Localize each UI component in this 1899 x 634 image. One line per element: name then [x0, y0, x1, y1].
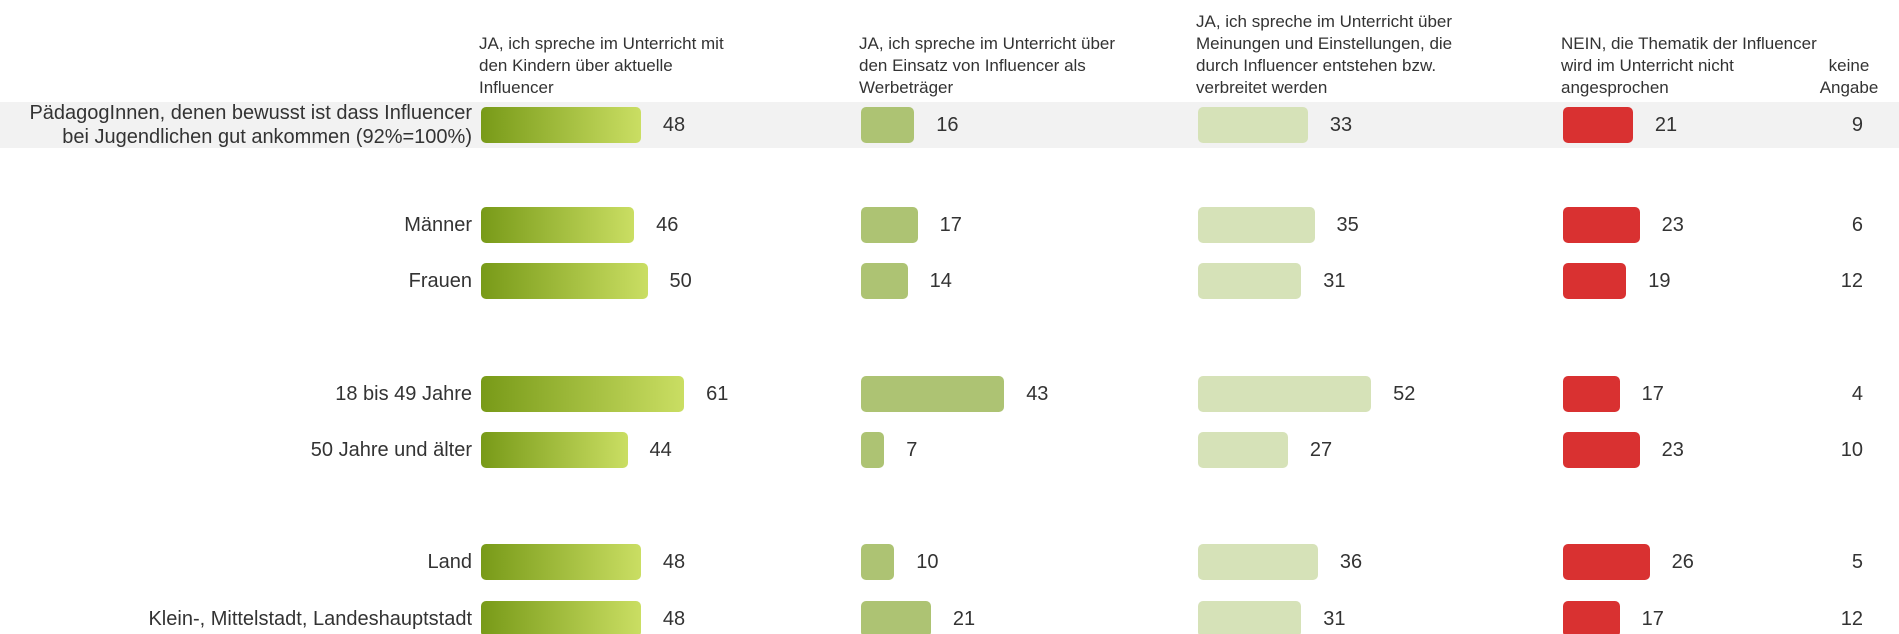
row-label: Männer	[404, 214, 472, 236]
value-label: 50	[669, 270, 692, 292]
value-label: 48	[662, 608, 686, 630]
bar	[861, 107, 915, 143]
column-header: JA, ich spreche im Unterricht über den E…	[859, 34, 1116, 97]
bar	[861, 376, 1005, 412]
bar	[861, 432, 885, 468]
bar	[481, 432, 628, 468]
value-label: 35	[1336, 214, 1359, 236]
value-label: 48	[662, 551, 686, 573]
value-label: 17	[1641, 383, 1664, 405]
value-label: 36	[1339, 551, 1363, 573]
column-header: NEIN, die Thematik der Influencer wird i…	[1561, 34, 1817, 97]
value-label: 10	[916, 551, 939, 573]
value-label: 12	[1840, 608, 1863, 630]
value-label: 12	[1840, 270, 1863, 292]
value-label: 27	[1309, 439, 1333, 461]
bar	[861, 601, 931, 634]
bar	[1563, 376, 1620, 412]
value-label: 31	[1323, 608, 1346, 630]
value-label: 7	[906, 439, 918, 461]
value-label: 44	[649, 439, 672, 461]
bar	[861, 544, 895, 580]
value-label: 16	[936, 114, 959, 136]
bar	[1563, 601, 1620, 634]
value-label: 19	[1648, 270, 1671, 292]
row-label: 18 bis 49 Jahre	[335, 383, 472, 405]
bar	[1198, 263, 1302, 299]
value-label: 23	[1661, 214, 1684, 236]
bar	[481, 263, 648, 299]
value-label: 21	[1654, 114, 1678, 136]
bar	[1198, 376, 1372, 412]
row-label: Land	[427, 551, 473, 573]
bar	[1563, 263, 1627, 299]
value-label: 5	[1851, 551, 1863, 573]
row-label: PädagogInnen, denen bewusst ist dass Inf…	[29, 102, 472, 148]
bar	[481, 207, 635, 243]
value-label: 17	[1641, 608, 1664, 630]
value-label: 61	[706, 383, 729, 405]
bar	[1198, 544, 1318, 580]
bar	[1563, 544, 1650, 580]
value-label: 23	[1661, 439, 1684, 461]
bar	[481, 601, 641, 634]
column-header: JA, ich spreche im Unterricht über Meinu…	[1196, 12, 1453, 97]
value-label: 26	[1671, 551, 1694, 573]
bar	[1563, 207, 1640, 243]
bar	[1198, 432, 1288, 468]
value-label: 21	[952, 608, 976, 630]
row-label: Frauen	[408, 270, 472, 292]
bar	[481, 544, 641, 580]
bar	[1563, 107, 1633, 143]
value-label: 43	[1026, 383, 1049, 405]
row-label: 50 Jahre und älter	[310, 439, 472, 461]
bar	[1198, 107, 1308, 143]
bar	[1198, 601, 1302, 634]
bar	[861, 207, 918, 243]
value-label: 4	[1851, 383, 1863, 405]
row-label: Klein-, Mittelstadt, Landeshauptstadt	[148, 608, 472, 630]
value-label: 14	[929, 270, 952, 292]
value-label: 17	[939, 214, 962, 236]
value-label: 46	[656, 214, 679, 236]
value-label: 6	[1851, 214, 1863, 236]
value-label: 9	[1851, 114, 1863, 136]
bar	[1563, 432, 1640, 468]
value-label: 10	[1840, 439, 1863, 461]
value-label: 31	[1323, 270, 1346, 292]
column-header: keine Angabe	[1819, 56, 1879, 97]
value-label: 33	[1329, 114, 1353, 136]
bar	[861, 263, 908, 299]
value-label: 52	[1393, 383, 1416, 405]
value-label: 48	[662, 114, 686, 136]
bar	[481, 376, 685, 412]
bar	[1198, 207, 1315, 243]
column-header: JA, ich spreche im Unterricht mit den Ki…	[479, 34, 724, 97]
bar	[481, 107, 641, 143]
